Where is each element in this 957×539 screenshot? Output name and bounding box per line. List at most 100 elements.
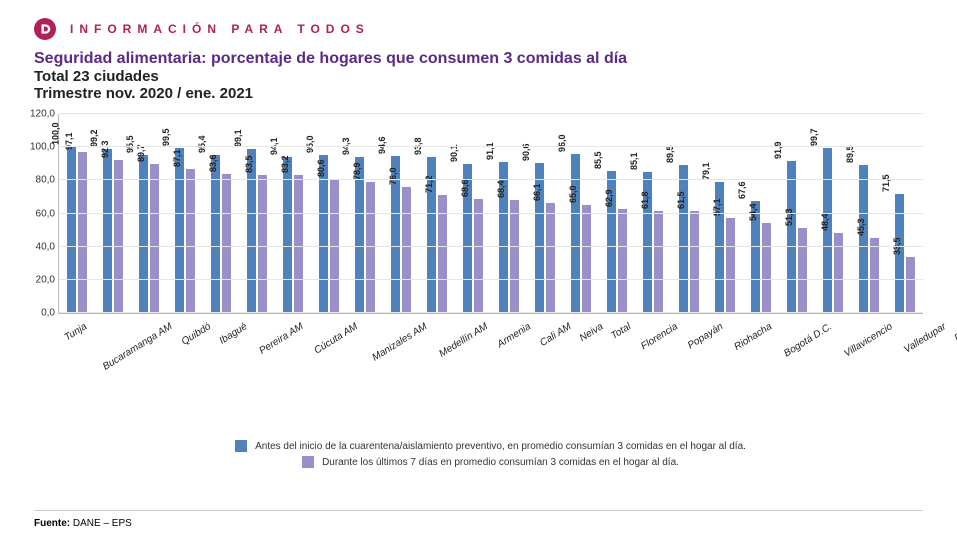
bar-durante: 68,4 — [510, 200, 519, 313]
legend-label: Antes del inicio de la cuarentena/aislam… — [255, 441, 746, 452]
gridline — [59, 312, 923, 313]
x-tick-label: Florencia — [639, 318, 685, 352]
bar-antes: 96,0 — [571, 154, 580, 313]
title-sub2: Trimestre nov. 2020 / ene. 2021 — [34, 85, 923, 102]
x-tick-label: Manizales AM — [370, 318, 434, 364]
bar-value-label: 97,1 — [64, 132, 74, 150]
bar-value-label: 79,1 — [701, 162, 711, 180]
bar-value-label: 61,5 — [676, 191, 686, 209]
bar-value-label: 71,2 — [424, 175, 434, 193]
bar-durante: 87,1 — [186, 169, 195, 313]
bar-value-label: 87,1 — [172, 149, 182, 167]
brand-d-icon — [38, 22, 52, 36]
x-tick-label: Riohacha — [732, 318, 779, 353]
bar-antes: 94,1 — [283, 157, 292, 313]
bar-value-label: 68,4 — [496, 180, 506, 198]
bar-value-label: 68,6 — [460, 180, 470, 198]
bars-row: 100,097,199,292,395,589,799,587,195,483,… — [59, 114, 923, 313]
x-tick-label: Pereira AM — [257, 318, 310, 357]
footer-divider — [34, 510, 923, 511]
x-tick-label: Villavicencio — [843, 318, 900, 360]
gridline — [59, 213, 923, 214]
city-column: 85,161,8 — [635, 114, 671, 313]
x-labels-wrap: TunjaBucaramanga AMQuibdóIbaguéPereira A… — [58, 318, 923, 378]
bar-value-label: 57,1 — [712, 199, 722, 217]
bar-value-label: 91,9 — [773, 141, 783, 159]
bar-value-label: 92,3 — [100, 140, 110, 158]
bar-durante: 51,3 — [798, 228, 807, 313]
legend-swatch — [235, 440, 247, 452]
bar-value-label: 76,0 — [388, 167, 398, 185]
brand-badge — [34, 18, 56, 40]
bar-value-label: 89,5 — [845, 145, 855, 163]
city-column: 85,562,9 — [599, 114, 635, 313]
bar-value-label: 95,5 — [125, 135, 135, 153]
x-tick-label: Bucaramanga AM — [101, 318, 179, 373]
city-column: 96,065,0 — [563, 114, 599, 313]
x-tick-label: Popayán — [686, 318, 730, 351]
legend-item: Antes del inicio de la cuarentena/aislam… — [235, 440, 746, 452]
city-column: 89,545,3 — [851, 114, 887, 313]
bar-durante: 68,6 — [474, 199, 483, 313]
bar-durante: 57,1 — [726, 218, 735, 313]
bar-value-label: 78,9 — [352, 163, 362, 181]
bar-antes: 99,5 — [175, 148, 184, 313]
title-main: Seguridad alimentaria: porcentaje de hog… — [34, 50, 923, 68]
x-tick-label: Neiva — [578, 318, 611, 344]
bar-durante: 66,1 — [546, 203, 555, 313]
bar-value-label: 89,7 — [136, 145, 146, 163]
source-value: DANE – EPS — [73, 518, 132, 529]
bar-value-label: 67,6 — [737, 181, 747, 199]
bar-antes: 99,2 — [103, 149, 112, 314]
gridline — [59, 113, 923, 114]
page: INFORMACIÓN PARA TODOS Seguridad aliment… — [0, 0, 957, 539]
bar-value-label: 99,5 — [161, 128, 171, 146]
chart-area: Porcentaje (%) 100,097,199,292,395,589,7… — [58, 114, 923, 378]
bar-value-label: 80,6 — [316, 160, 326, 178]
bar-durante: 97,1 — [78, 152, 87, 313]
city-column: 99,748,4 — [815, 114, 851, 313]
bar-durante: 45,3 — [870, 238, 879, 313]
bar-value-label: 83,6 — [208, 155, 218, 173]
source: Fuente: DANE – EPS — [34, 518, 132, 529]
x-labels: TunjaBucaramanga AMQuibdóIbaguéPereira A… — [58, 318, 923, 329]
legend-swatch — [302, 456, 314, 468]
y-tick-label: 20,0 — [36, 274, 55, 285]
city-column: 79,157,1 — [707, 114, 743, 313]
bar-value-label: 51,3 — [784, 208, 794, 226]
title-block: Seguridad alimentaria: porcentaje de hog… — [34, 50, 923, 102]
legend-label: Durante los últimos 7 días en promedio c… — [322, 457, 679, 468]
y-tick-label: 80,0 — [36, 175, 55, 186]
bar-durante: 62,9 — [618, 209, 627, 313]
bar-value-label: 33,5 — [892, 238, 902, 256]
legend-item: Durante los últimos 7 días en promedio c… — [302, 456, 679, 468]
y-tick-label: 60,0 — [36, 208, 55, 219]
gridline — [59, 279, 923, 280]
bar-value-label: 95,0 — [305, 136, 315, 154]
bar-value-label: 91,1 — [485, 142, 495, 160]
bar-antes: 89,5 — [859, 165, 868, 313]
y-tick-label: 40,0 — [36, 241, 55, 252]
bar-value-label: 83,5 — [244, 155, 254, 173]
bar-value-label: 65,0 — [568, 186, 578, 204]
bar-value-label: 99,1 — [233, 129, 243, 147]
x-tick-label: Cúcuta AM — [313, 318, 366, 357]
bar-antes: 89,5 — [679, 165, 688, 313]
x-tick-label: Valledupar — [902, 318, 953, 356]
bar-value-label: 48,4 — [820, 213, 830, 231]
chart: Porcentaje (%) 100,097,199,292,395,589,7… — [34, 114, 923, 468]
bar-durante: 65,0 — [582, 205, 591, 313]
y-tick-label: 120,0 — [30, 109, 55, 120]
header: INFORMACIÓN PARA TODOS — [34, 18, 923, 40]
tagline: INFORMACIÓN PARA TODOS — [70, 22, 370, 36]
bar-value-label: 89,5 — [665, 145, 675, 163]
gridline — [59, 146, 923, 147]
y-tick-label: 100,0 — [30, 142, 55, 153]
x-tick-label: Cali AM — [539, 318, 579, 349]
bar-value-label: 83,2 — [280, 156, 290, 174]
y-tick-label: 0,0 — [41, 308, 55, 319]
bar-antes: 91,9 — [787, 161, 796, 313]
bar-value-label: 99,2 — [89, 129, 99, 147]
city-column: 71,533,5 — [887, 114, 923, 313]
bar-durante: 92,3 — [114, 160, 123, 313]
